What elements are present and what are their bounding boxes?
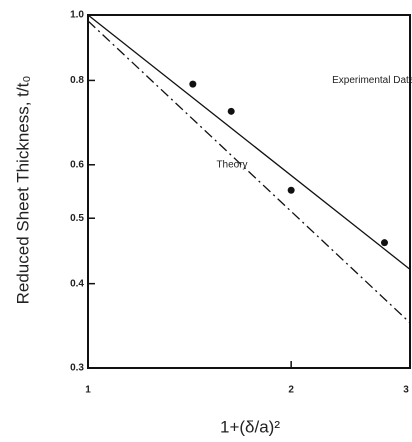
annotation: Experimental Data: [332, 75, 412, 86]
plot-frame: [88, 15, 410, 368]
y-tick-label: 0.3: [70, 363, 84, 374]
y-tick-label: 0.5: [70, 213, 84, 224]
data-point: [288, 187, 295, 194]
chart: 1+(δ/a)² Reduced Sheet Thickness, t/t₀ 0…: [0, 0, 412, 442]
y-axis-label: Reduced Sheet Thickness, t/t₀: [13, 76, 32, 305]
x-tick-label: 3: [403, 385, 409, 396]
data-point: [228, 108, 235, 115]
theory-line: [88, 21, 410, 323]
y-tick-label: 1.0: [70, 10, 84, 21]
y-tick-label: 0.8: [70, 75, 84, 86]
annotation: Theory: [216, 159, 247, 170]
y-tick-label: 0.6: [70, 159, 84, 170]
x-tick-label: 1: [85, 385, 91, 396]
y-tick-label: 0.4: [70, 278, 84, 289]
x-axis-label: 1+(δ/a)²: [220, 417, 280, 436]
data-point: [381, 239, 388, 246]
fit-line: [88, 15, 410, 269]
data-point: [189, 81, 196, 88]
x-tick-label: 2: [288, 385, 294, 396]
